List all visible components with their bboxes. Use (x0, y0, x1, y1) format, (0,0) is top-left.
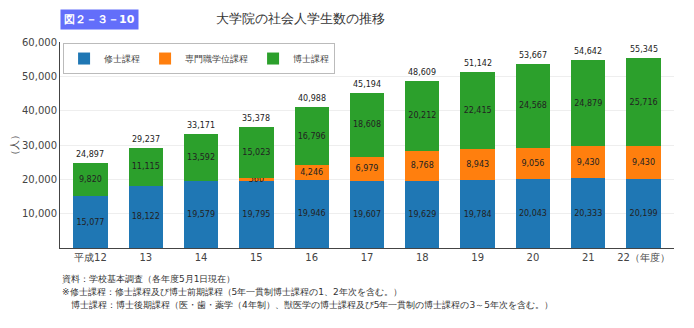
svg-text:20,199: 20,199 (630, 209, 658, 218)
svg-text:博士課程: 博士課程 (293, 54, 329, 64)
svg-text:51,142: 51,142 (464, 59, 492, 68)
svg-text:24,568: 24,568 (519, 101, 547, 110)
svg-text:18,122: 18,122 (132, 212, 160, 221)
svg-text:11,115: 11,115 (132, 162, 160, 171)
svg-text:19,579: 19,579 (187, 210, 215, 219)
svg-text:60,000: 60,000 (22, 37, 57, 48)
svg-text:19,629: 19,629 (408, 210, 436, 219)
svg-text:資料：学校基本調査（各年度5月1日現在）: 資料：学校基本調査（各年度5月1日現在） (62, 274, 235, 284)
svg-text:33,171: 33,171 (187, 121, 215, 130)
svg-text:14: 14 (195, 252, 208, 263)
svg-text:9,430: 9,430 (632, 158, 655, 167)
svg-text:9,430: 9,430 (577, 158, 600, 167)
svg-text:54,642: 54,642 (574, 47, 602, 56)
svg-text:図２－３－10: 図２－３－10 (64, 13, 135, 26)
svg-text:40,988: 40,988 (298, 94, 326, 103)
svg-text:29,237: 29,237 (132, 135, 160, 144)
svg-text:20,043: 20,043 (519, 209, 547, 218)
svg-text:8,768: 8,768 (411, 161, 434, 170)
svg-text:19,946: 19,946 (298, 209, 326, 218)
svg-text:40,000: 40,000 (22, 105, 57, 116)
svg-text:15: 15 (250, 252, 263, 263)
svg-text:53,667: 53,667 (519, 51, 547, 60)
svg-text:45,194: 45,194 (353, 80, 381, 89)
svg-text:19,784: 19,784 (464, 210, 492, 219)
svg-text:※修士課程：修士課程及び博士前期課程（5年一貫制博士課程の1: ※修士課程：修士課程及び博士前期課程（5年一貫制博士課程の1、2年次を含む。） (62, 287, 402, 297)
svg-text:13: 13 (139, 252, 152, 263)
svg-text:15,077: 15,077 (76, 218, 104, 227)
svg-text:25,716: 25,716 (630, 98, 658, 107)
svg-text:24,897: 24,897 (76, 150, 104, 159)
svg-text:24,879: 24,879 (574, 99, 602, 108)
svg-text:19: 19 (471, 252, 484, 263)
svg-text:6,979: 6,979 (356, 164, 379, 173)
svg-text:9,056: 9,056 (521, 159, 544, 168)
svg-text:50,000: 50,000 (22, 71, 57, 82)
svg-text:17: 17 (361, 252, 374, 263)
svg-text:20,212: 20,212 (408, 111, 436, 120)
svg-text:平成12: 平成12 (74, 252, 107, 263)
svg-text:19,607: 19,607 (353, 210, 381, 219)
svg-text:48,609: 48,609 (408, 68, 436, 77)
svg-text:13,592: 13,592 (187, 153, 215, 162)
svg-text:20: 20 (527, 252, 540, 263)
svg-text:20,333: 20,333 (574, 209, 602, 218)
svg-text:9,820: 9,820 (79, 175, 102, 184)
svg-text:35,378: 35,378 (242, 114, 270, 123)
svg-text:30,000: 30,000 (22, 140, 57, 151)
svg-text:8,943: 8,943 (466, 160, 489, 169)
svg-text:22,415: 22,415 (464, 106, 492, 115)
svg-text:（人）: （人） (9, 130, 20, 160)
svg-text:16,796: 16,796 (298, 132, 326, 141)
svg-text:修士課程: 修士課程 (104, 54, 140, 64)
svg-text:20,000: 20,000 (22, 174, 57, 185)
svg-text:大学院の社会人学生数の推移: 大学院の社会人学生数の推移 (216, 11, 385, 26)
svg-text:4,246: 4,246 (300, 168, 323, 177)
svg-text:18,608: 18,608 (353, 120, 381, 129)
svg-text:10,000: 10,000 (22, 208, 57, 219)
svg-text:55,345: 55,345 (630, 45, 658, 54)
svg-text:560: 560 (249, 175, 264, 184)
svg-text:専門職学位課程: 専門職学位課程 (185, 54, 248, 64)
svg-text:21: 21 (582, 252, 595, 263)
svg-text:16: 16 (305, 252, 318, 263)
svg-text:博士課程：博士後期課程（医・歯・薬学（4年制）、獣医学の博士: 博士課程：博士後期課程（医・歯・薬学（4年制）、獣医学の博士課程及び5年一貫制の… (62, 300, 553, 310)
svg-text:19,795: 19,795 (242, 210, 270, 219)
svg-text:15,023: 15,023 (242, 148, 270, 157)
svg-text:22（年度）: 22（年度） (617, 252, 670, 263)
svg-text:18: 18 (416, 252, 429, 263)
